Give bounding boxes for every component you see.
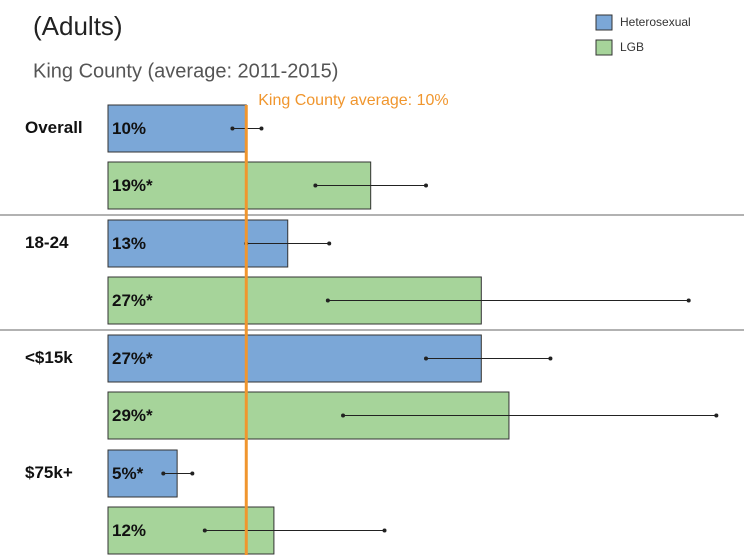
error-cap bbox=[313, 183, 318, 188]
reference-label: King County average: 10% bbox=[258, 92, 448, 109]
bar bbox=[107, 276, 482, 325]
data-label: 27%* bbox=[112, 349, 153, 368]
data-label: 27%* bbox=[112, 291, 153, 310]
data-label: 10% bbox=[112, 119, 146, 138]
error-cap bbox=[686, 298, 691, 303]
error-cap bbox=[202, 528, 207, 533]
error-cap bbox=[714, 413, 719, 418]
error-cap bbox=[424, 356, 428, 361]
bar bbox=[107, 334, 482, 383]
chart-title: (Adults) bbox=[33, 11, 123, 41]
category-label: 18-24 bbox=[25, 233, 69, 252]
data-label: 13% bbox=[112, 234, 146, 253]
category-label: Overall bbox=[25, 118, 83, 137]
error-cap bbox=[230, 126, 235, 131]
error-cap bbox=[259, 126, 264, 131]
category-label: <$15k bbox=[25, 348, 73, 367]
legend-label: LGB bbox=[620, 40, 644, 54]
error-cap bbox=[161, 471, 166, 476]
error-cap bbox=[382, 528, 387, 533]
legend-label: Heterosexual bbox=[620, 15, 691, 29]
error-cap bbox=[424, 183, 428, 188]
category-label: $75k+ bbox=[25, 463, 73, 482]
legend-swatch bbox=[595, 39, 613, 56]
chart-subtitle: King County (average: 2011-2015) bbox=[33, 60, 338, 82]
data-label: 19%* bbox=[112, 176, 153, 195]
error-cap bbox=[325, 298, 330, 303]
error-cap bbox=[190, 471, 195, 476]
data-label: 5%* bbox=[112, 464, 144, 483]
bar bbox=[107, 104, 247, 153]
data-label: 12% bbox=[112, 521, 146, 540]
legend-swatch bbox=[595, 14, 613, 31]
error-cap bbox=[548, 356, 553, 361]
data-label: 29%* bbox=[112, 406, 153, 425]
error-cap bbox=[327, 241, 332, 246]
error-cap bbox=[341, 413, 346, 418]
